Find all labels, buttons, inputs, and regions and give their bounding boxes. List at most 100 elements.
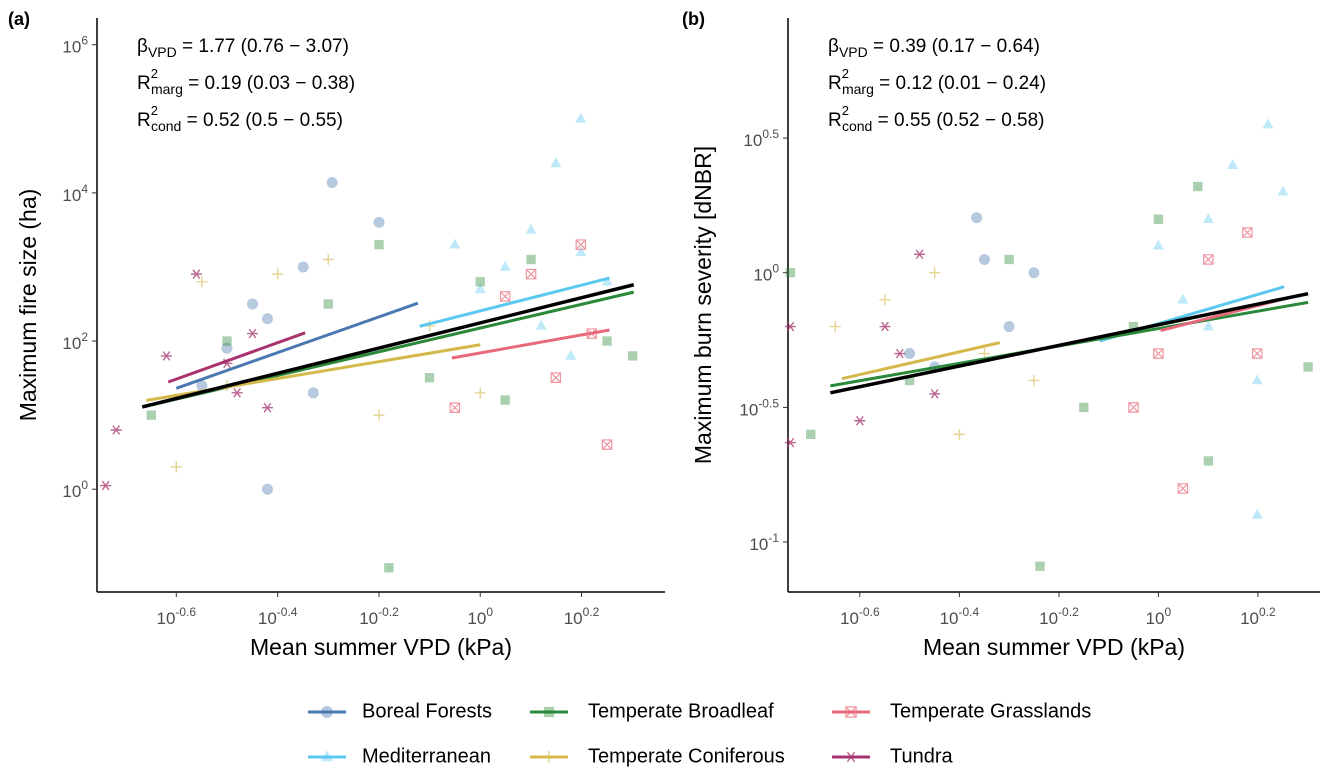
point: [307, 387, 319, 399]
point: [1003, 321, 1015, 333]
marker-shape: [1193, 181, 1203, 192]
y-tick-label: 102: [62, 330, 88, 353]
point: [894, 348, 906, 359]
point: [845, 706, 857, 718]
point: [914, 249, 926, 260]
marker-shape: [627, 351, 638, 361]
x-tick-label: 10-0.6: [156, 605, 196, 628]
annotation-symbol: β: [137, 36, 148, 57]
marker-shape: [929, 267, 941, 279]
panel-label: (b): [682, 9, 705, 29]
marker-shape: [914, 249, 926, 260]
marker-shape: [978, 348, 990, 360]
point: [247, 328, 259, 339]
x-tick-label: 10-0.2: [359, 605, 399, 628]
point: [1242, 227, 1253, 238]
annotation-superscript: 2: [842, 66, 849, 81]
marker-shape: [904, 375, 915, 386]
tick-exponent: -0.6: [859, 605, 880, 619]
point: [499, 260, 511, 271]
marker-shape: [879, 294, 891, 306]
point: [1203, 456, 1214, 466]
annotation: R2 cond = 0.55 (0.52 − 0.58): [828, 103, 1045, 133]
annotation-superscript: 2: [151, 103, 158, 118]
point: [321, 706, 333, 718]
point: [1128, 321, 1139, 332]
point: [1277, 185, 1289, 196]
marker-shape: [601, 439, 613, 450]
point: [323, 299, 333, 309]
tick-exponent: 0: [486, 605, 493, 619]
point: [499, 291, 511, 302]
fit-line: [175, 301, 419, 390]
tick-exponent: -0.2: [378, 605, 399, 619]
marker-shape: [1202, 320, 1214, 331]
tick-base: 10: [359, 609, 378, 628]
marker-shape: [1028, 374, 1040, 386]
point: [1227, 159, 1239, 169]
tick-exponent: 2: [81, 330, 88, 344]
y-tick-label: 100.5: [743, 127, 779, 150]
point: [1153, 348, 1164, 359]
marker-shape: [196, 380, 208, 392]
annotation: βVPD = 1.77 (0.76 − 3.07): [137, 36, 349, 60]
point: [272, 268, 284, 280]
point: [953, 428, 965, 440]
marker-shape: [297, 261, 309, 273]
marker-shape: [170, 461, 182, 473]
marker-shape: [261, 313, 273, 325]
legend-label: Temperate Broadleaf: [588, 700, 774, 722]
marker-shape: [543, 706, 555, 718]
point: [221, 342, 233, 354]
point: [500, 395, 510, 405]
annotation-superscript: 2: [842, 103, 849, 118]
tick-base: 10: [258, 609, 277, 628]
point: [373, 216, 385, 228]
point: [845, 751, 857, 763]
point: [110, 425, 122, 435]
marker-shape: [475, 277, 485, 287]
marker-shape: [1251, 508, 1263, 519]
point: [575, 246, 587, 257]
marker-shape: [525, 268, 537, 280]
annotation-superscript: 2: [151, 66, 158, 81]
marker-shape: [196, 276, 208, 288]
legend-label: Boreal Forests: [362, 700, 492, 722]
point: [196, 276, 208, 288]
marker-shape: [785, 268, 796, 278]
x-tick-label: 100.2: [1240, 605, 1276, 628]
annotation-text: = 1.77 (0.76 − 3.07): [177, 36, 349, 57]
marker-shape: [1177, 293, 1189, 304]
marker-shape: [146, 410, 156, 420]
tick-exponent: -0.5: [758, 397, 779, 411]
annotation-subscript: VPD: [148, 44, 177, 60]
point: [322, 254, 334, 266]
marker-shape: [272, 268, 284, 280]
marker-shape: [550, 157, 562, 168]
marker-shape: [1003, 321, 1015, 333]
marker-shape: [854, 415, 866, 426]
tick-exponent: -0.2: [1058, 605, 1079, 619]
marker-shape: [474, 387, 486, 399]
marker-shape: [894, 348, 906, 359]
marker-shape: [321, 706, 333, 718]
annotation-symbol: R: [137, 110, 151, 131]
tick-base: 10: [1039, 609, 1058, 628]
annotation-subscript: VPD: [839, 44, 868, 60]
marker-shape: [575, 239, 587, 250]
point: [879, 321, 891, 332]
tick-exponent: 0: [772, 262, 779, 276]
tick-base: 10: [62, 483, 81, 502]
point: [904, 348, 916, 360]
marker-shape: [499, 291, 511, 302]
marker-shape: [321, 750, 333, 762]
point: [261, 313, 273, 325]
annotation-text: = 0.19 (0.03 − 0.38): [183, 73, 355, 94]
point: [550, 157, 562, 168]
marker-shape: [978, 253, 990, 265]
point: [785, 268, 796, 278]
y-tick-label: 106: [62, 34, 88, 57]
marker-shape: [160, 351, 172, 361]
annotation-subscript: marg: [842, 81, 874, 97]
